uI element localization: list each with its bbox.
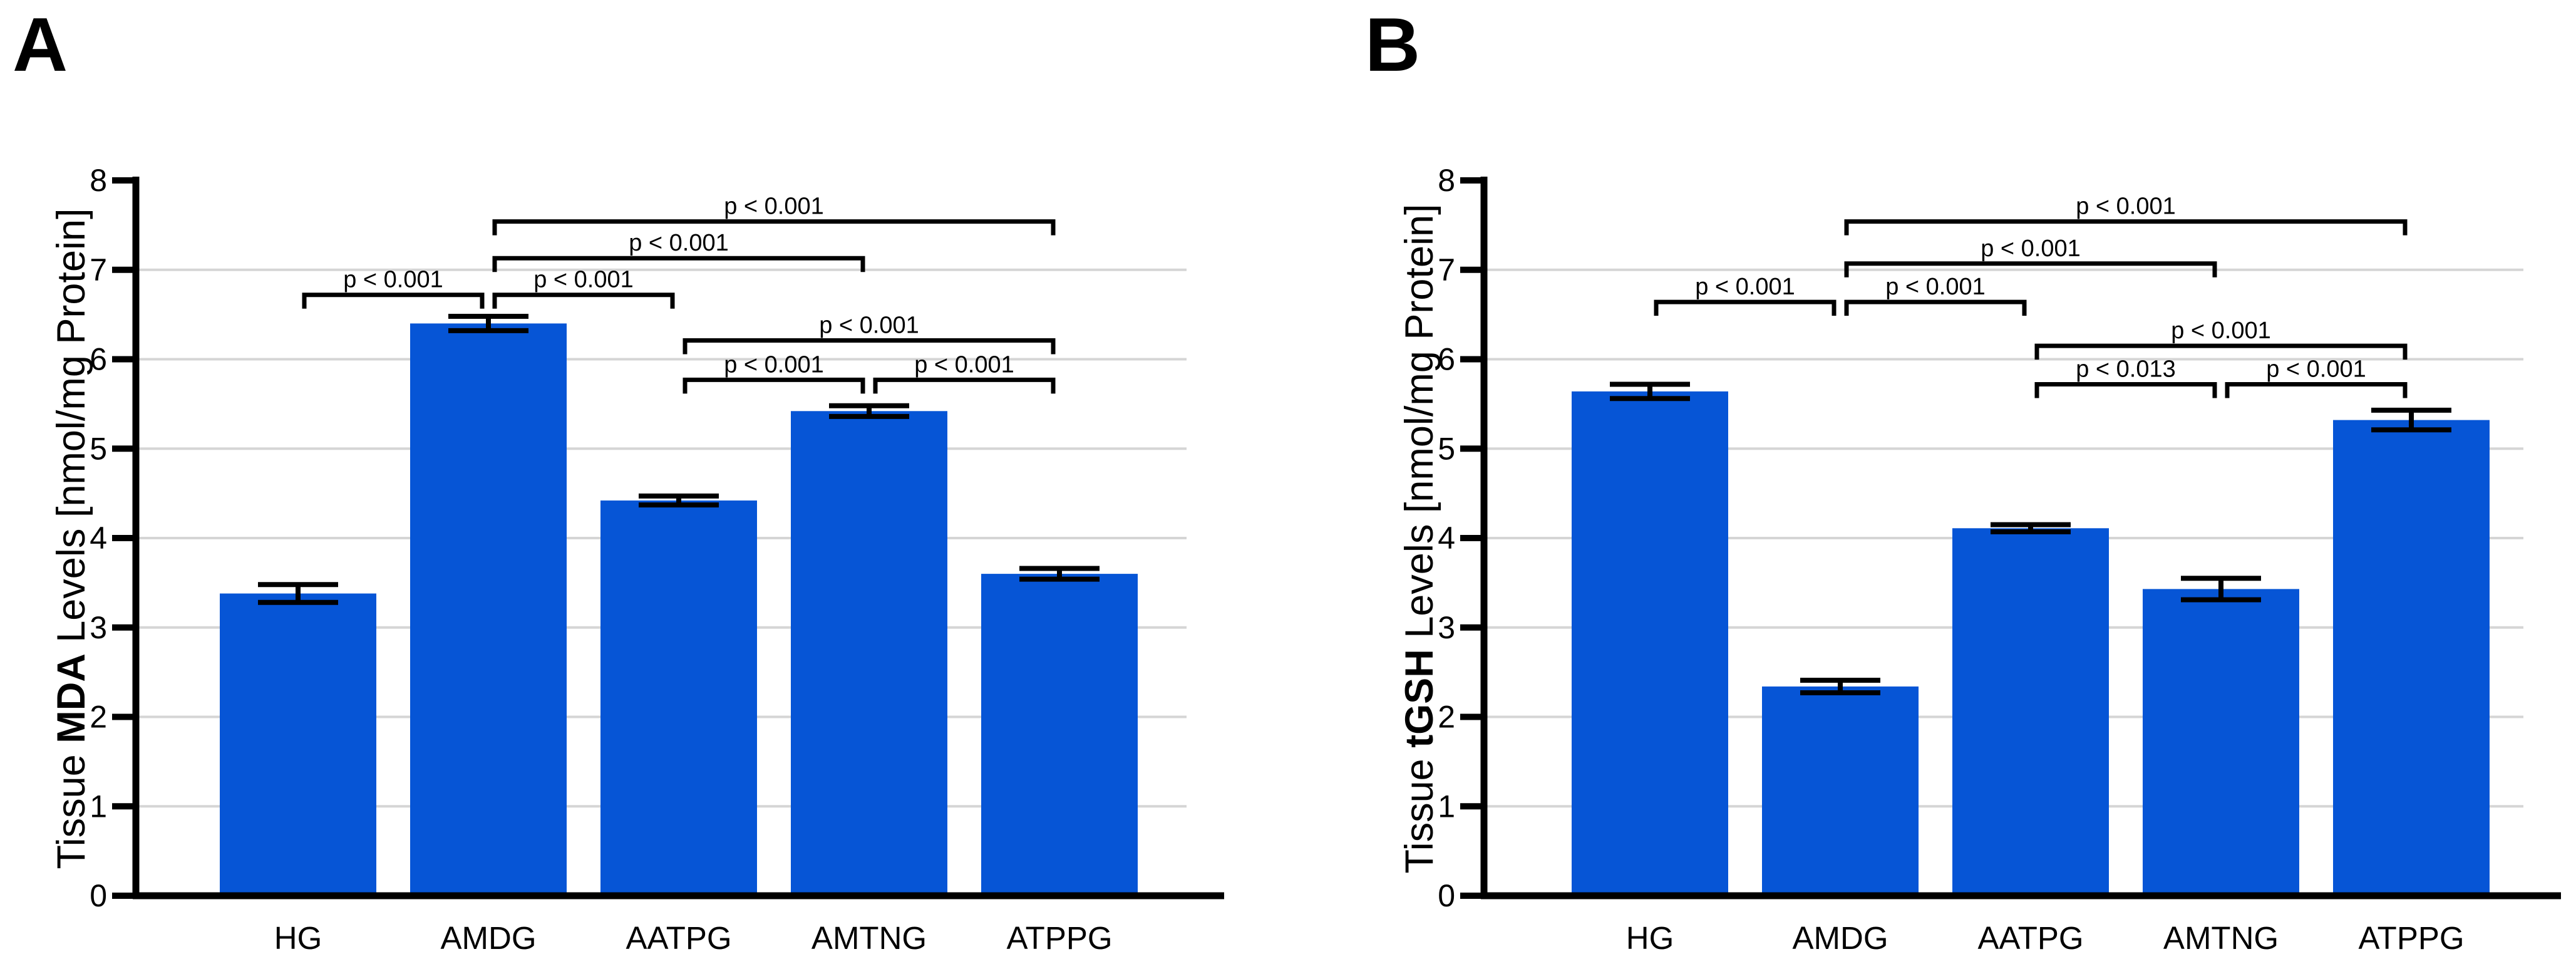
y-tick-label: 8: [90, 163, 107, 198]
error-bar-hg: [258, 582, 338, 605]
significance-label-amdg-aatpg: p < 0.001: [1885, 274, 1986, 300]
x-category-label-atppg: ATPPG: [1006, 920, 1112, 956]
error-bar-amtng: [2181, 576, 2261, 603]
x-category-label-aatpg: AATPG: [626, 920, 731, 956]
error-bar-amdg: [448, 313, 528, 333]
bar-aatpg: [600, 500, 757, 896]
error-bar-amdg: [1800, 677, 1880, 695]
significance-bracket-aatpg-amtng: [2034, 381, 2217, 398]
significance-label-hg-amdg: p < 0.001: [343, 267, 443, 293]
significance-bracket-hg-amdg: [1654, 299, 1837, 316]
panel-a: 0 1 2 3 4 5 6 7 8 Tissue MDA Levels [nmol/mg Prot…: [13, 2, 1224, 956]
panel-label-b: B: [1365, 2, 1420, 87]
significance-label-hg-amdg: p < 0.001: [1695, 274, 1795, 300]
significance-bracket-amtng-atppg: [2225, 381, 2408, 398]
significance-label-amdg-atppg: p < 0.001: [724, 194, 824, 220]
y-axis-title: Tissue tGSH Levels [nmol/mg Protein]: [1398, 204, 1441, 873]
significance-label-amdg-aatpg: p < 0.001: [533, 267, 634, 293]
x-category-label-amdg: AMDG: [1793, 920, 1888, 956]
significance-label-aatpg-atppg: p < 0.001: [2171, 318, 2271, 344]
significance-bracket-aatpg-atppg: [2034, 343, 2408, 360]
significance-bracket-hg-amdg: [302, 293, 485, 309]
error-bar-aatpg: [639, 493, 719, 508]
significance-bracket-aatpg-atppg: [683, 338, 1056, 355]
significance-label-amtng-atppg: p < 0.001: [914, 351, 1014, 378]
significance-bracket-amdg-atppg: [492, 219, 1056, 236]
bar-amdg: [410, 323, 567, 896]
bar-atppg: [2333, 420, 2490, 896]
significance-bracket-amtng-atppg: [873, 377, 1056, 394]
y-tick-label: 4: [1438, 521, 1455, 556]
significance-label-aatpg-atppg: p < 0.001: [819, 313, 919, 339]
significance-label-amdg-amtng: p < 0.001: [1981, 236, 2081, 262]
y-tick-label: 8: [1438, 163, 1455, 198]
significance-bracket-amdg-atppg: [1844, 219, 2408, 236]
y-tick-label: 3: [90, 610, 107, 645]
y-tick-label: 7: [1438, 252, 1455, 288]
bar-atppg: [981, 574, 1138, 896]
y-tick-label: 6: [90, 342, 107, 377]
panel-label-a: A: [13, 2, 68, 87]
x-category-label-atppg: ATPPG: [2358, 920, 2464, 956]
significance-label-amdg-atppg: p < 0.001: [2076, 194, 2176, 220]
y-tick-label: 2: [1438, 700, 1455, 735]
y-tick-label: 3: [1438, 610, 1455, 645]
significance-bracket-aatpg-amtng: [683, 377, 865, 394]
y-tick-label: 2: [90, 700, 107, 735]
x-category-label-hg: HG: [1626, 920, 1674, 956]
y-tick-label: 7: [90, 252, 107, 288]
bar-hg: [1572, 391, 1728, 896]
error-bar-hg: [1610, 381, 1690, 402]
x-category-label-amtng: AMTNG: [2163, 920, 2279, 956]
y-tick-label: 5: [90, 431, 107, 466]
x-category-label-aatpg: AATPG: [1977, 920, 2083, 956]
bar-amdg: [1762, 686, 1919, 896]
bar-amtng: [791, 411, 947, 896]
significance-label-amtng-atppg: p < 0.001: [2266, 356, 2366, 382]
y-tick-label: 1: [1438, 789, 1455, 824]
y-axis-title: Tissue MDA Levels [nmol/mg Protein]: [49, 208, 93, 869]
y-tick-label: 6: [1438, 342, 1455, 377]
bar-hg: [220, 593, 376, 896]
error-bar-atppg: [1019, 566, 1100, 582]
y-tick-label: 4: [90, 521, 107, 556]
y-tick-label: 0: [1438, 878, 1455, 913]
significance-label-amdg-amtng: p < 0.001: [629, 230, 729, 256]
y-tick-label: 5: [1438, 431, 1455, 466]
x-category-label-amdg: AMDG: [441, 920, 537, 956]
significance-label-aatpg-amtng: p < 0.013: [2076, 356, 2176, 382]
error-bar-atppg: [2371, 407, 2451, 433]
x-category-label-hg: HG: [274, 920, 322, 956]
significance-label-aatpg-amtng: p < 0.001: [724, 351, 824, 378]
significance-bracket-amdg-amtng: [1844, 261, 2217, 277]
x-category-label-amtng: AMTNG: [811, 920, 927, 956]
error-bar-aatpg: [1991, 522, 2071, 535]
significance-bracket-amdg-aatpg: [492, 293, 675, 309]
bar-aatpg: [1952, 528, 2109, 896]
error-bar-amtng: [829, 403, 909, 419]
panel-b: 0 1 2 3 4 5 6 7 8 Tissue tGSH Levels [nmol/mg Pro…: [1365, 2, 2561, 956]
y-tick-label: 1: [90, 789, 107, 824]
y-tick-label: 0: [90, 878, 107, 913]
bar-amtng: [2143, 589, 2299, 896]
significance-bracket-amdg-aatpg: [1844, 299, 2027, 316]
significance-bracket-amdg-amtng: [492, 256, 865, 272]
